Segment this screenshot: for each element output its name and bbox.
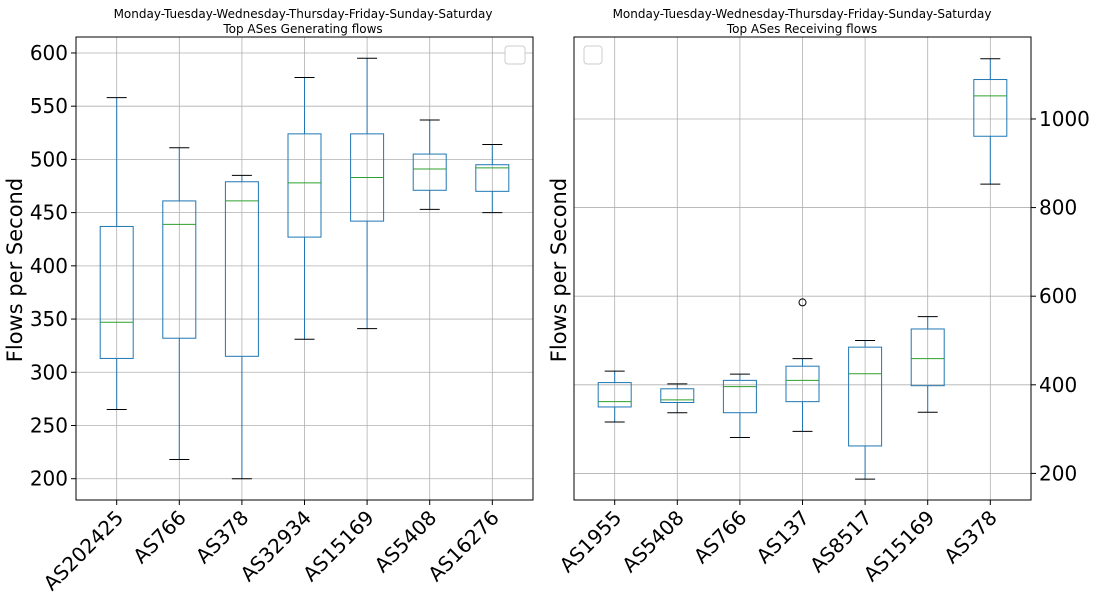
box-AS766[interactable] — [162, 147, 197, 461]
y-axis-label: Flows per Second — [3, 178, 27, 362]
box-AS8517[interactable] — [848, 339, 883, 480]
box-AS378[interactable] — [224, 174, 259, 480]
box-AS32934[interactable] — [287, 76, 322, 340]
box-iqr — [287, 133, 322, 238]
y-tick-label: 400 — [1039, 373, 1077, 397]
box-AS15169[interactable] — [350, 57, 385, 330]
y-tick-label: 200 — [1039, 461, 1077, 485]
box-iqr — [162, 200, 197, 339]
y-axis-label: Flows per Second — [547, 178, 571, 362]
y-tick-label: 450 — [30, 201, 68, 225]
box-AS5408[interactable] — [660, 383, 695, 414]
y-tick-label: 400 — [30, 254, 68, 278]
box-AS16276[interactable] — [475, 144, 510, 214]
box-AS202425[interactable] — [99, 97, 134, 411]
y-tick-label: 350 — [30, 307, 68, 331]
y-tick-label: 300 — [30, 360, 68, 384]
legend-box[interactable] — [583, 45, 603, 65]
y-tick-label: 800 — [1039, 196, 1077, 220]
box-AS137[interactable] — [785, 298, 820, 432]
box-iqr — [722, 379, 757, 414]
box-iqr — [412, 153, 447, 191]
y-tick-label: 600 — [1039, 284, 1077, 308]
y-tick-label: 500 — [30, 147, 68, 171]
y-tick-label: 550 — [30, 94, 68, 118]
box-iqr — [660, 388, 695, 404]
box-iqr — [910, 328, 945, 387]
box-AS766[interactable] — [722, 373, 757, 439]
box-AS5408[interactable] — [412, 119, 447, 210]
chart-title-line1: Monday-Tuesday-Wednesday-Thursday-Friday… — [114, 7, 493, 21]
box-iqr — [475, 164, 510, 192]
box-iqr — [848, 346, 883, 447]
box-iqr — [785, 365, 820, 403]
box-iqr — [224, 181, 259, 357]
chart-title-line2: Top ASes Generating flows — [222, 22, 382, 36]
y-tick-label: 600 — [30, 41, 68, 65]
chart-title-line2: Top ASes Receiving flows — [726, 22, 877, 36]
box-iqr — [99, 225, 134, 359]
legend-box[interactable] — [504, 45, 526, 65]
chart-title-line1: Monday-Tuesday-Wednesday-Thursday-Friday… — [613, 7, 992, 21]
y-tick-label: 200 — [30, 467, 68, 491]
box-iqr — [973, 79, 1008, 137]
box-AS378[interactable] — [973, 58, 1008, 185]
outlier-point — [798, 298, 807, 307]
box-iqr — [597, 382, 632, 408]
grid-lines — [574, 37, 1031, 500]
y-tick-label: 250 — [30, 413, 68, 437]
y-tick-label: 1000 — [1039, 107, 1090, 131]
box-AS15169[interactable] — [910, 316, 945, 413]
box-plots — [99, 57, 510, 480]
box-AS1955[interactable] — [597, 370, 632, 423]
box-plots — [597, 58, 1008, 480]
